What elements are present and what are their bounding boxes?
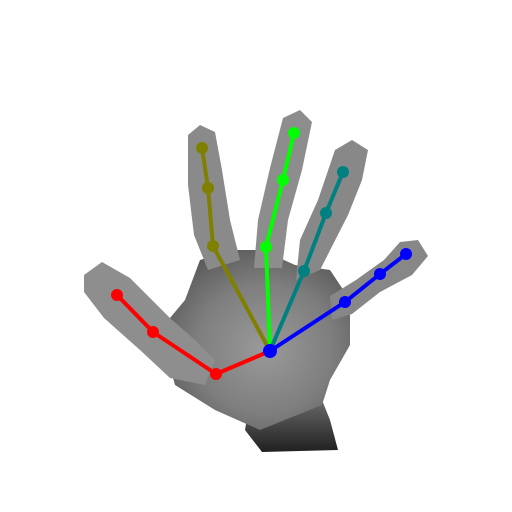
thumb-joint-2 [147,326,159,338]
index-joint-3 [196,142,208,154]
thumb-joint-3 [111,289,123,301]
middle-bone-line [264,132,296,352]
pinky-joint-3 [400,248,412,260]
hand-silhouette [84,110,428,452]
pinky-joint-1 [339,296,351,308]
pinky-bone-line [268,252,408,353]
wrist-joint [263,344,277,358]
ring-bone-line [268,171,345,352]
middle-joint-2 [277,174,289,186]
hand-skeleton [111,127,412,380]
pinky-finger-shape [330,240,428,320]
pinky-joint-2 [374,268,386,280]
middle-finger-shape [254,110,312,268]
ring-joint-2 [320,207,332,219]
thumb-joint-1 [210,368,222,380]
thumb-bone-line [115,293,271,376]
middle-joint-3 [288,127,300,139]
index-finger-shape [188,125,240,270]
index-bone-line [200,147,272,352]
ring-joint-3 [337,166,349,178]
middle-joint-1 [260,241,272,253]
palm-shape [160,250,350,430]
ring-joint-1 [298,265,310,277]
index-joint-2 [202,182,214,194]
index-joint-1 [207,240,219,252]
